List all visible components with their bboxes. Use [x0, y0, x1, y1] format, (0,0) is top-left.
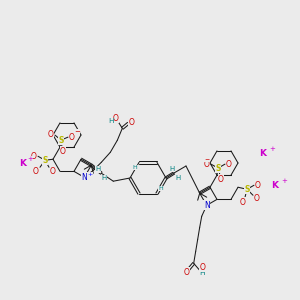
Text: K: K — [272, 181, 278, 190]
Text: O: O — [254, 194, 260, 203]
Text: H: H — [169, 166, 175, 172]
Text: +: + — [281, 178, 287, 184]
Text: O: O — [48, 130, 54, 139]
Text: O: O — [128, 118, 134, 127]
Text: O: O — [60, 147, 66, 156]
Text: +: + — [88, 172, 93, 177]
Text: O: O — [218, 175, 224, 184]
Text: O: O — [184, 268, 190, 277]
Text: S: S — [58, 136, 64, 145]
Text: O: O — [226, 160, 232, 169]
Text: N: N — [204, 201, 210, 210]
Text: H: H — [133, 165, 137, 170]
Text: O: O — [31, 152, 37, 161]
Text: H: H — [159, 186, 164, 191]
Text: +: + — [27, 156, 33, 162]
Text: S: S — [215, 164, 221, 172]
Text: O: O — [200, 263, 206, 272]
Text: O: O — [240, 198, 246, 207]
Text: O: O — [33, 167, 39, 176]
Text: N: N — [81, 173, 87, 182]
Text: −: − — [204, 157, 210, 162]
Text: H: H — [109, 118, 114, 124]
Text: H: H — [199, 270, 204, 276]
Text: S: S — [244, 185, 250, 194]
Text: H: H — [102, 175, 107, 181]
Text: S: S — [42, 156, 48, 165]
Text: H: H — [96, 166, 101, 172]
Text: +: + — [269, 146, 275, 152]
Text: O: O — [204, 160, 210, 169]
Text: H: H — [176, 175, 181, 181]
Text: K: K — [260, 148, 266, 158]
Text: O: O — [69, 133, 75, 142]
Text: K: K — [20, 158, 26, 167]
Text: O: O — [50, 167, 56, 176]
Text: O: O — [255, 181, 261, 190]
Text: O: O — [112, 114, 118, 123]
Text: −: − — [74, 129, 80, 135]
